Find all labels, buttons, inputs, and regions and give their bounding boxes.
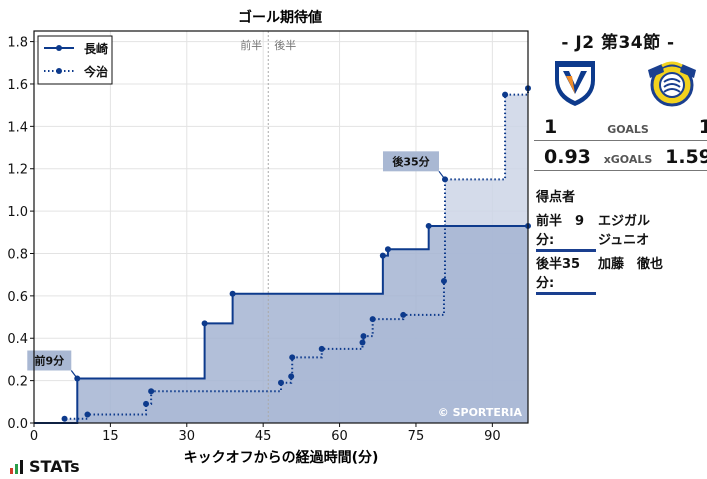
data-point: [400, 311, 407, 318]
away-goals: 1: [698, 116, 707, 138]
scorer-time: 前半 9分:: [536, 210, 596, 252]
y-tick-label: 1.2: [7, 163, 28, 178]
halftime-marker: 前半 後半: [240, 31, 296, 423]
axes: 0 15 30 45 60 75 90 0.0 0.2 0.4 0.6 0.8 1.0 1.2 1.4 1.6…: [7, 36, 500, 444]
y-tick-label: 0.8: [7, 247, 28, 262]
x-tick-label: 60: [331, 429, 348, 444]
data-point: [143, 400, 150, 407]
plot-frame: [33, 30, 529, 424]
annotation-label: 前9分: [34, 354, 64, 368]
stats-brand: STATs: [29, 457, 80, 476]
watermark: © SPORTERIA: [438, 406, 523, 419]
y-tick-label: 1.6: [7, 78, 28, 93]
home-goals: 1: [544, 116, 558, 138]
y-tick-label: 1.4: [7, 120, 28, 135]
data-point: [502, 91, 509, 98]
scorer-name: 加藤 徹也: [598, 257, 664, 272]
data-point: [318, 345, 325, 352]
data-point: [425, 222, 432, 229]
legend-label: 長崎: [84, 41, 108, 56]
plot-border: [33, 30, 529, 424]
away-xg: 1.59: [665, 146, 707, 168]
series-points: [61, 85, 531, 422]
annotation-leader: [438, 170, 446, 180]
data-point: [379, 252, 386, 259]
first-half-label: 前半: [240, 38, 262, 52]
legend-swatch-marker: [56, 68, 62, 74]
y-tick-label: 0.6: [7, 290, 28, 305]
away-team-logo: [648, 61, 696, 107]
x-tick-label: 15: [102, 429, 119, 444]
home-team-logo: [555, 61, 595, 106]
legend-label: 今治: [83, 64, 108, 79]
xg-label: xGOALS: [603, 153, 653, 166]
annotation-box: [382, 151, 439, 172]
stats-logo: STATs: [10, 457, 80, 476]
x-tick-label: 0: [30, 429, 38, 444]
data-point: [289, 354, 296, 361]
data-point: [440, 278, 447, 285]
home-xg: 0.93: [544, 146, 591, 168]
annotation-label: 後35分: [392, 154, 429, 168]
scorer-entry: 後半35分: 加藤 徹也: [536, 253, 663, 295]
legend-box: [37, 35, 113, 85]
x-tick-label: 75: [408, 429, 425, 444]
xg-row: 0.93 xGOALS 1.59: [534, 146, 707, 171]
series-fill: [34, 225, 528, 423]
x-tick-label: 30: [179, 429, 196, 444]
x-tick-label: 90: [484, 429, 501, 444]
annotation-box: [27, 350, 72, 371]
area-fills: [34, 88, 528, 423]
y-tick-label: 1.0: [7, 205, 28, 220]
data-point: [369, 316, 376, 323]
scorer-entry: 前半 9分: エジガル ジュニオ: [536, 210, 650, 252]
data-point: [229, 290, 236, 297]
series-line: [34, 224, 528, 424]
annotations: 前9分 後35分: [27, 151, 446, 379]
legend-swatch-marker: [56, 45, 62, 51]
scorer-time: 後半35分:: [536, 253, 596, 295]
data-point: [360, 333, 367, 340]
annotation-leader: [70, 370, 78, 379]
chart-title: ゴール期待値: [238, 9, 322, 26]
y-tick-label: 1.8: [7, 36, 28, 51]
stats-bars-icon: [10, 459, 23, 474]
data-point: [148, 388, 155, 395]
y-tick-label: 0.4: [7, 332, 28, 347]
data-point: [384, 246, 391, 253]
goals-row: 1 GOALS 1: [534, 116, 707, 141]
data-point: [288, 373, 295, 380]
y-tick-label: 0.0: [7, 417, 28, 432]
scorers-title: 得点者: [536, 190, 576, 205]
x-tick-label: 45: [255, 429, 272, 444]
goals-label: GOALS: [607, 123, 649, 136]
scorer-name: エジガル ジュニオ: [598, 214, 651, 248]
data-point: [84, 411, 91, 418]
data-point: [201, 320, 208, 327]
data-point: [278, 379, 284, 386]
data-point: [61, 415, 68, 422]
second-half-label: 後半: [274, 38, 296, 52]
match-title: - J2 第34節 -: [561, 33, 675, 53]
x-axis-label: キックオフからの経過時間(分): [184, 449, 379, 466]
data-point: [359, 339, 366, 346]
y-tick-label: 0.2: [7, 375, 28, 390]
